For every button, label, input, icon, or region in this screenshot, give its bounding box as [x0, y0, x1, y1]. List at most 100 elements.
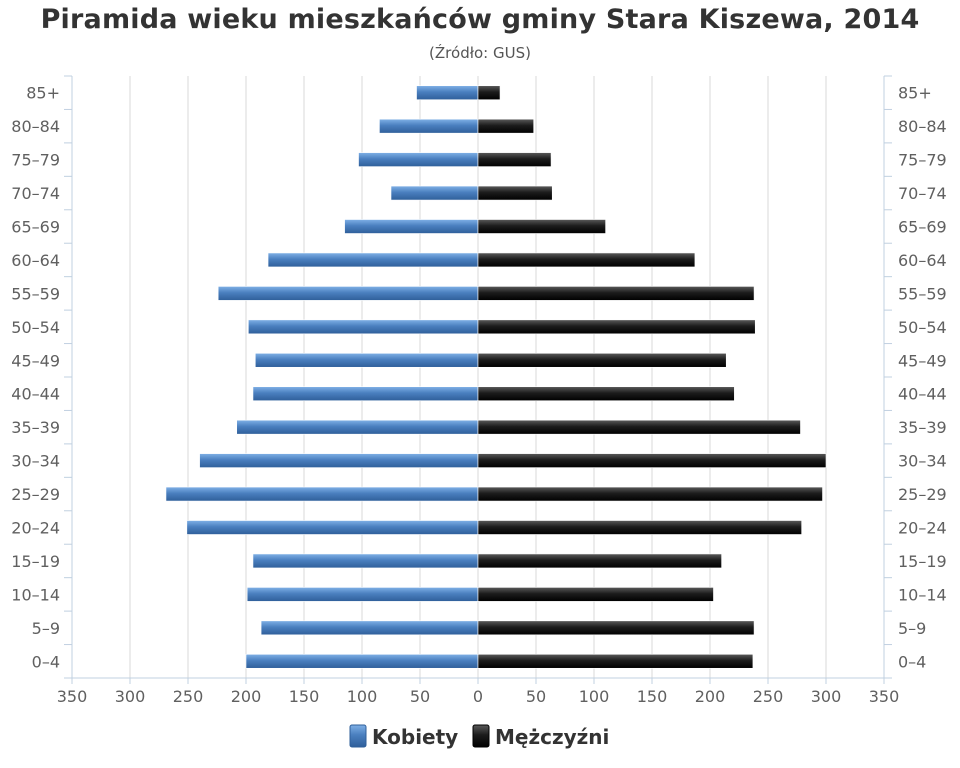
bar-kobiety-60-64[interactable]	[267, 252, 479, 268]
bar-kobiety-65-69[interactable]	[344, 219, 479, 234]
category-label-right: 20–24	[898, 519, 947, 538]
category-label-right: 60–64	[898, 251, 947, 270]
category-label-right: 85+	[898, 84, 932, 103]
bar-kobiety-0-4[interactable]	[245, 653, 479, 669]
category-label-right: 10–14	[898, 585, 947, 604]
category-label-right: 35–39	[898, 418, 947, 437]
category-label-right: 65–69	[898, 218, 947, 237]
category-label-right: 70–74	[898, 184, 947, 203]
category-label-right: 40–44	[898, 385, 947, 404]
axes	[64, 75, 892, 684]
bar-mezczyzni-40-44[interactable]	[477, 386, 735, 402]
category-label-left: 10–14	[11, 585, 60, 604]
bar-mezczyzni-10-14[interactable]	[477, 587, 714, 602]
category-label-left: 50–54	[11, 318, 60, 337]
category-label-right: 5–9	[898, 619, 926, 638]
bar-kobiety-50-54[interactable]	[248, 319, 479, 335]
bar-kobiety-55-59[interactable]	[217, 286, 479, 301]
category-label-left: 55–59	[11, 284, 60, 303]
x-tick-label: 50	[410, 687, 430, 706]
bar-kobiety-80-84[interactable]	[379, 118, 479, 134]
bar-mezczyzni-75-79[interactable]	[477, 152, 552, 167]
legend-label-kobiety[interactable]: Kobiety	[372, 725, 458, 749]
bar-kobiety-20-24[interactable]	[186, 520, 479, 535]
category-label-left: 30–34	[11, 452, 60, 471]
category-labels: 85+ 85+ 80–84 80–84 75–79 75–79 70–74 70–74 65–6…	[11, 84, 946, 672]
legend[interactable]: Kobiety Mężczyźni	[349, 724, 609, 749]
x-tick-labels: 350 300 250 200 150 100 50 0 50 100 150 200 250 300 35…	[57, 687, 900, 706]
category-label-right: 75–79	[898, 151, 947, 170]
bar-kobiety-45-49[interactable]	[254, 352, 479, 368]
category-label-right: 25–29	[898, 485, 947, 504]
category-label-left: 85+	[26, 84, 60, 103]
category-label-left: 20–24	[11, 519, 60, 538]
category-label-left: 0–4	[32, 652, 60, 671]
category-label-left: 5–9	[32, 619, 60, 638]
bar-mezczyzni-50-54[interactable]	[477, 319, 756, 335]
x-tick-label: 350	[869, 687, 900, 706]
x-tick-label: 300	[811, 687, 842, 706]
bar-mezczyzni-70-74[interactable]	[477, 185, 553, 201]
bar-mezczyzni-65-69[interactable]	[477, 219, 606, 234]
legend-swatch-mezczyzni[interactable]	[472, 724, 490, 748]
bar-mezczyzni-55-59[interactable]	[477, 286, 755, 301]
x-tick-label: 250	[173, 687, 204, 706]
legend-label-mezczyzni[interactable]: Mężczyźni	[495, 725, 609, 749]
bar-mezczyzni-30-34[interactable]	[477, 453, 827, 468]
category-label-left: 80–84	[11, 117, 60, 136]
category-label-left: 40–44	[11, 385, 60, 404]
bar-mezczyzni-5-9[interactable]	[477, 620, 755, 636]
category-label-right: 50–54	[898, 318, 947, 337]
chart-subtitle: (Źródło: GUS)	[429, 44, 531, 62]
bar-kobiety-85+[interactable]	[416, 85, 479, 101]
bar-kobiety-5-9[interactable]	[260, 620, 479, 636]
bar-mezczyzni-85+[interactable]	[477, 85, 501, 101]
bar-kobiety-70-74[interactable]	[390, 185, 479, 201]
bar-mezczyzni-0-4[interactable]	[477, 653, 754, 669]
x-tick-label: 150	[637, 687, 668, 706]
category-label-left: 75–79	[11, 151, 60, 170]
bar-kobiety-75-79[interactable]	[358, 152, 479, 167]
x-tick-label: 350	[57, 687, 88, 706]
category-label-right: 80–84	[898, 117, 947, 136]
bar-kobiety-35-39[interactable]	[236, 419, 479, 435]
category-label-left: 35–39	[11, 418, 60, 437]
bar-kobiety-40-44[interactable]	[252, 386, 479, 402]
bar-mezczyzni-25-29[interactable]	[477, 486, 823, 502]
category-label-left: 25–29	[11, 485, 60, 504]
category-label-left: 60–64	[11, 251, 60, 270]
bars	[165, 85, 827, 669]
x-tick-label: 0	[473, 687, 483, 706]
category-label-right: 15–19	[898, 552, 947, 571]
category-label-right: 45–49	[898, 351, 947, 370]
bar-mezczyzni-80-84[interactable]	[477, 118, 534, 134]
category-label-left: 70–74	[11, 184, 60, 203]
x-tick-label: 250	[753, 687, 784, 706]
category-label-right: 0–4	[898, 652, 926, 671]
x-tick-label: 300	[115, 687, 146, 706]
x-tick-label: 150	[289, 687, 320, 706]
x-tick-label: 100	[579, 687, 610, 706]
chart-title: Piramida wieku mieszkańców gminy Stara K…	[40, 4, 920, 35]
x-tick-label: 200	[231, 687, 262, 706]
bar-kobiety-25-29[interactable]	[165, 486, 479, 502]
x-tick-label: 100	[347, 687, 378, 706]
bar-mezczyzni-60-64[interactable]	[477, 252, 696, 268]
category-label-left: 15–19	[11, 552, 60, 571]
category-label-left: 45–49	[11, 351, 60, 370]
bar-mezczyzni-35-39[interactable]	[477, 419, 801, 435]
bar-kobiety-15-19[interactable]	[252, 553, 479, 569]
x-tick-label: 50	[526, 687, 546, 706]
category-label-right: 55–59	[898, 284, 947, 303]
bar-kobiety-30-34[interactable]	[199, 453, 479, 468]
bar-mezczyzni-20-24[interactable]	[477, 520, 802, 535]
bar-kobiety-10-14[interactable]	[246, 587, 479, 602]
x-tick-label: 200	[695, 687, 726, 706]
legend-swatch-kobiety[interactable]	[349, 724, 367, 748]
category-label-right: 30–34	[898, 452, 947, 471]
bar-mezczyzni-45-49[interactable]	[477, 352, 727, 368]
bar-mezczyzni-15-19[interactable]	[477, 553, 722, 569]
category-label-left: 65–69	[11, 218, 60, 237]
